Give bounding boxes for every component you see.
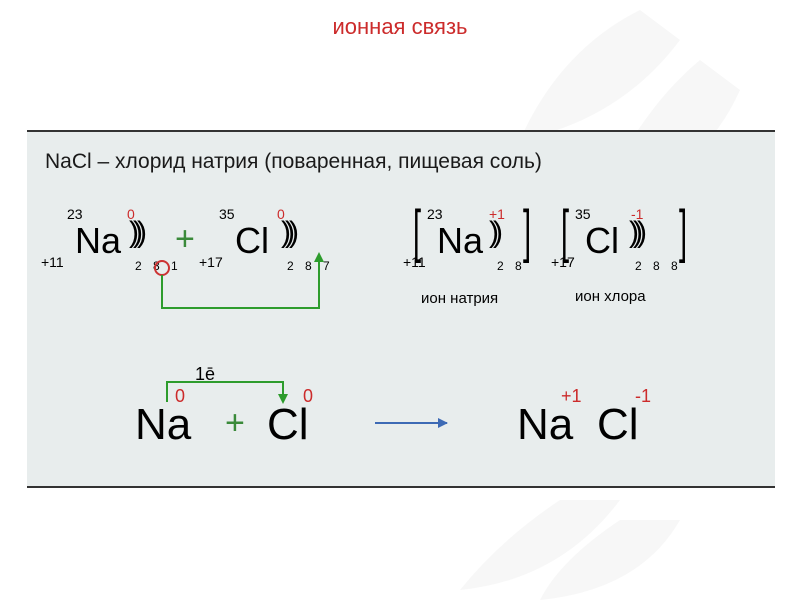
reaction-arrow-icon	[375, 422, 447, 424]
diagram-panel: NaCl – хлорид натрия (поваренная, пищева…	[27, 130, 775, 488]
electron-transfer-arrow-row1	[27, 204, 775, 334]
page-title: ионная связь	[0, 14, 800, 40]
atoms-to-ions-row: 23 +11 Na 0 ))) 2 8 1 + 35 +17 Cl 0 ))) …	[27, 204, 775, 324]
cl-prod-symbol: Cl	[597, 400, 639, 450]
na-prod-symbol: Na	[517, 400, 573, 450]
panel-subtitle: NaCl – хлорид натрия (поваренная, пищева…	[45, 150, 542, 174]
electron-marker-icon	[155, 261, 169, 275]
reaction-summary-row: 1ē 0 Na + 0 Cl +1 Na -1 Cl	[27, 368, 775, 478]
